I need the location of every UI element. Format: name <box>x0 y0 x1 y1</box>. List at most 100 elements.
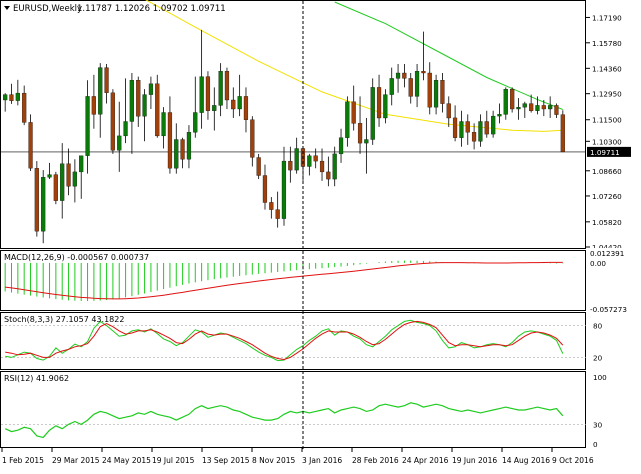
candle-bearish <box>224 71 230 101</box>
candle-bullish <box>212 105 217 111</box>
candle-bearish <box>427 72 432 108</box>
candle-bearish <box>110 92 115 151</box>
dropdown-arrow-icon[interactable] <box>4 6 10 10</box>
candle-bearish <box>402 72 407 79</box>
candle-bearish <box>53 174 58 201</box>
candle-bearish <box>205 76 211 111</box>
candle-bullish <box>414 71 420 97</box>
moving-average-line-2 <box>334 1 563 110</box>
candle-bearish <box>471 132 477 142</box>
candle-bearish <box>136 80 141 117</box>
time-tick-label: 24 May 2015 <box>102 456 151 465</box>
price-moving-averages <box>1 0 586 153</box>
candle-bearish <box>560 114 565 153</box>
candle-bearish <box>376 87 382 119</box>
candle-bearish <box>440 80 445 104</box>
candle-bearish <box>275 209 280 219</box>
candle-bullish <box>60 163 65 201</box>
macd-tick-label: 0.012391 <box>590 249 624 258</box>
candle-bearish <box>104 67 109 93</box>
candle-bullish <box>459 121 464 138</box>
candle-bearish <box>288 160 293 171</box>
candle-bullish <box>117 135 122 151</box>
candle-bullish <box>491 115 496 135</box>
candle-bearish <box>446 103 451 119</box>
stoch-panel-frame <box>0 312 586 370</box>
candle-bullish <box>79 155 84 173</box>
candle-bearish <box>465 121 470 133</box>
time-tick-label: 9 Oct 2016 <box>552 456 594 465</box>
price-candles <box>3 29 565 244</box>
rsi-line <box>4 402 564 439</box>
candle-bullish <box>142 94 147 117</box>
rsi-title: RSI(12) 41.9062 <box>4 374 69 383</box>
rsi-tick-label: 0 <box>593 440 598 449</box>
candle-bullish <box>307 155 312 167</box>
price-tick-label: 1.15780 <box>592 39 622 48</box>
candle-bearish <box>256 157 261 176</box>
time-tick-label: 1 Feb 2015 <box>2 456 44 465</box>
stoch-signal-line <box>5 320 564 361</box>
candle-bearish <box>326 171 331 180</box>
moving-average-line-1 <box>145 0 563 132</box>
price-tick-label: 1.05820 <box>592 218 622 227</box>
candle-bullish <box>72 171 77 187</box>
price-tick-label: 1.11500 <box>592 116 622 125</box>
candle-bearish <box>351 101 356 124</box>
candle-bullish <box>383 94 388 119</box>
candle-bullish <box>332 153 337 180</box>
candle-bullish <box>522 103 527 108</box>
candle-bullish <box>395 72 401 79</box>
candle-bearish <box>262 175 268 203</box>
candle-bearish <box>421 71 426 74</box>
candle-bullish <box>516 107 521 110</box>
candle-bullish <box>478 121 483 142</box>
time-axis: 1 Feb 2015 29 Mar 2015 24 May 2015 19 Jul 2… <box>1 448 594 465</box>
candle-bearish <box>529 103 534 111</box>
macd-tag-bg <box>587 248 631 258</box>
candle-bearish <box>452 117 458 138</box>
price-tick-label: 1.04420 <box>592 243 622 252</box>
candle-bearish <box>66 163 71 187</box>
candle-bullish <box>85 96 90 156</box>
candle-bullish <box>41 177 46 232</box>
price-y-axis: 1.17190 1.15780 1.14360 1.12950 1.11500 1.103… <box>586 13 631 252</box>
candle-bullish <box>503 89 508 115</box>
rsi-tick-label: 100 <box>593 373 607 382</box>
price-tick-label: 1.08660 <box>592 167 622 176</box>
time-tick-label: 29 Mar 2015 <box>52 456 100 465</box>
candle-bullish <box>161 112 166 137</box>
time-tick-label: 19 Jul 2015 <box>152 456 195 465</box>
candle-bearish <box>155 83 160 137</box>
candle-bearish <box>484 121 489 135</box>
rsi-tick-label: 30 <box>593 420 603 429</box>
stochastic-plot: 80 20 <box>1 319 603 362</box>
macd-signal-line <box>5 261 563 300</box>
candle-bearish <box>180 139 185 160</box>
candle-bearish <box>313 155 318 162</box>
candle-bullish <box>174 139 179 169</box>
time-tick-label: 24 Apr 2016 <box>402 456 449 465</box>
candle-bearish <box>91 96 96 115</box>
candle-bearish <box>541 105 546 110</box>
candle-bullish <box>345 101 350 138</box>
candle-bullish <box>199 76 204 113</box>
candle-bullish <box>148 83 154 95</box>
ohlc-label: 1.11787 1.12026 1.09702 1.09711 <box>77 4 226 14</box>
candle-bullish <box>3 94 8 101</box>
candle-bullish <box>129 80 134 122</box>
candle-bullish <box>47 174 52 178</box>
candle-bearish <box>22 92 27 123</box>
candle-bullish <box>281 160 287 219</box>
rsi-plot: 100 30 0 <box>1 373 607 449</box>
candle-bullish <box>535 105 540 111</box>
stoch-title: Stoch(8,3,3) 27.1057 43.1822 <box>4 315 124 324</box>
candle-bullish <box>338 137 344 155</box>
macd-title: MACD(12,26,9) -0.000567 0.000737 <box>4 253 149 262</box>
time-tick-label: 19 Jun 2016 <box>452 456 497 465</box>
candle-bullish <box>389 78 394 95</box>
symbol-label: EURUSD,Weekly <box>13 4 82 14</box>
